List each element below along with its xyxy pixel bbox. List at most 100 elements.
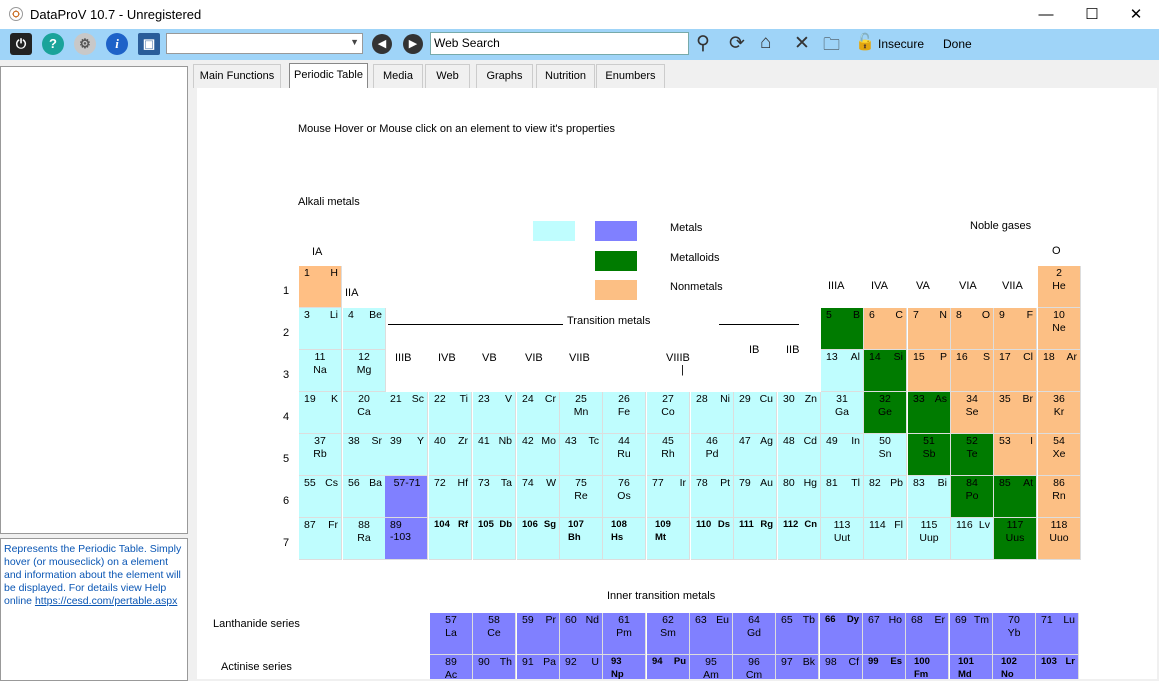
lanthanide-pr[interactable]: 59 Pr: [517, 613, 560, 655]
lanthanide-sm[interactable]: 62 Sm: [647, 613, 690, 655]
element-rf[interactable]: 104 Rf: [429, 518, 472, 560]
element-uup[interactable]: 115 Uup: [908, 518, 951, 560]
element-bi[interactable]: 83 Bi: [908, 476, 951, 518]
element-re[interactable]: 75 Re: [560, 476, 603, 518]
actinide-es[interactable]: 99 Es: [863, 655, 906, 679]
search-icon[interactable]: ⚲: [696, 33, 710, 54]
address-combo[interactable]: ▼: [166, 33, 363, 54]
element-au[interactable]: 79 Au: [734, 476, 777, 518]
element-he[interactable]: 2 He: [1038, 266, 1081, 308]
element-ag[interactable]: 47 Ag: [734, 434, 777, 476]
lock-icon[interactable]: 🔓: [855, 34, 875, 51]
element-tc[interactable]: 43 Tc: [560, 434, 603, 476]
lanthanide-nd[interactable]: 60 Nd: [560, 613, 603, 655]
element-fl[interactable]: 114 Fl: [864, 518, 907, 560]
lanthanide-eu[interactable]: 63 Eu: [690, 613, 733, 655]
element-pd[interactable]: 46 Pd: [691, 434, 734, 476]
element-br[interactable]: 35 Br: [994, 392, 1037, 434]
element-lv[interactable]: 116 Lv: [951, 518, 994, 560]
home-icon[interactable]: ⌂: [760, 32, 772, 53]
element-uut[interactable]: 113 Uut: [821, 518, 864, 560]
element-uuo[interactable]: 118 Uuo: [1038, 518, 1081, 560]
actinide-fm[interactable]: 100 Fm: [906, 655, 949, 679]
lanthanide-tb[interactable]: 65 Tb: [776, 613, 819, 655]
element-hs[interactable]: 108 Hs: [603, 518, 646, 560]
lanthanide-la[interactable]: 57 La: [430, 613, 473, 655]
info-icon[interactable]: i: [106, 33, 128, 55]
element-nb[interactable]: 41 Nb: [473, 434, 516, 476]
lanthanide-yb[interactable]: 70 Yb: [993, 613, 1036, 655]
insecure-label[interactable]: Insecure: [878, 37, 925, 51]
element-xe[interactable]: 54 Xe: [1038, 434, 1081, 476]
element-w[interactable]: 74 W: [517, 476, 560, 518]
tab-enumbers[interactable]: Enumbers: [596, 64, 665, 88]
lanthanide-lu[interactable]: 71 Lu: [1036, 613, 1079, 655]
left-tree-pane[interactable]: [0, 66, 188, 534]
element-ni[interactable]: 28 Ni: [691, 392, 734, 434]
actinide-u[interactable]: 92 U: [560, 655, 603, 679]
element-ge[interactable]: 32 Ge: [864, 392, 907, 434]
element-pb[interactable]: 82 Pb: [864, 476, 907, 518]
tab-media[interactable]: Media: [373, 64, 423, 88]
element-sr[interactable]: 38 Sr: [343, 434, 386, 476]
back-icon[interactable]: ◀: [372, 34, 392, 54]
element-i[interactable]: 53 I: [994, 434, 1037, 476]
element-ir[interactable]: 77 Ir: [647, 476, 690, 518]
lanthanide-gd[interactable]: 64 Gd: [733, 613, 776, 655]
actinide-lr[interactable]: 103 Lr: [1036, 655, 1079, 679]
element-sc[interactable]: 21 Sc: [385, 392, 428, 434]
element-rh[interactable]: 45 Rh: [647, 434, 690, 476]
element-kr[interactable]: 36 Kr: [1038, 392, 1081, 434]
new-folder-icon[interactable]: 🗀: [823, 35, 840, 54]
element-tl[interactable]: 81 Tl: [821, 476, 864, 518]
element-ga[interactable]: 31 Ga: [821, 392, 864, 434]
element-ba[interactable]: 56 Ba: [343, 476, 386, 518]
actinide-pu[interactable]: 94 Pu: [647, 655, 690, 679]
element-ar[interactable]: 18 Ar: [1038, 350, 1081, 392]
element-v[interactable]: 23 V: [473, 392, 516, 434]
element-cs[interactable]: 55 Cs: [299, 476, 342, 518]
actinide-th[interactable]: 90 Th: [473, 655, 516, 679]
element-se[interactable]: 34 Se: [951, 392, 994, 434]
element-zr[interactable]: 40 Zr: [429, 434, 472, 476]
element-ca[interactable]: 20 Ca: [343, 392, 386, 434]
element-range[interactable]: 57-71: [385, 476, 428, 518]
lanthanide-ho[interactable]: 67 Ho: [863, 613, 906, 655]
element-ti[interactable]: 22 Ti: [429, 392, 472, 434]
element-ds[interactable]: 110 Ds: [691, 518, 734, 560]
lanthanide-pm[interactable]: 61 Pm: [603, 613, 646, 655]
element-rb[interactable]: 37 Rb: [299, 434, 342, 476]
actinide-cf[interactable]: 98 Cf: [820, 655, 863, 679]
element-al[interactable]: 13 Al: [821, 350, 864, 392]
tab-web[interactable]: Web: [425, 64, 470, 88]
element-sn[interactable]: 50 Sn: [864, 434, 907, 476]
tab-graphs[interactable]: Graphs: [476, 64, 533, 88]
element-range[interactable]: 89 -103: [385, 518, 428, 560]
element-cl[interactable]: 17 Cl: [994, 350, 1037, 392]
lanthanide-er[interactable]: 68 Er: [906, 613, 949, 655]
settings-icon[interactable]: ⚙: [74, 33, 96, 55]
lanthanide-dy[interactable]: 66 Dy: [820, 613, 863, 655]
element-ta[interactable]: 73 Ta: [473, 476, 516, 518]
lanthanide-tm[interactable]: 69 Tm: [950, 613, 993, 655]
maximize-button[interactable]: ☐: [1085, 6, 1099, 23]
element-p[interactable]: 15 P: [908, 350, 951, 392]
actinide-no[interactable]: 102 No: [993, 655, 1036, 679]
power-icon[interactable]: ⏻: [10, 33, 32, 55]
element-fe[interactable]: 26 Fe: [603, 392, 646, 434]
element-ru[interactable]: 44 Ru: [603, 434, 646, 476]
element-pt[interactable]: 78 Pt: [691, 476, 734, 518]
stop-icon[interactable]: ✕: [794, 33, 810, 54]
element-li[interactable]: 3 Li: [299, 308, 342, 350]
element-cd[interactable]: 48 Cd: [778, 434, 821, 476]
element-sg[interactable]: 106 Sg: [517, 518, 560, 560]
actinide-bk[interactable]: 97 Bk: [776, 655, 819, 679]
element-uus[interactable]: 117 Uus: [994, 518, 1037, 560]
tab-periodic-table[interactable]: Periodic Table: [289, 63, 368, 89]
lanthanide-ce[interactable]: 58 Ce: [473, 613, 516, 655]
element-mo[interactable]: 42 Mo: [517, 434, 560, 476]
